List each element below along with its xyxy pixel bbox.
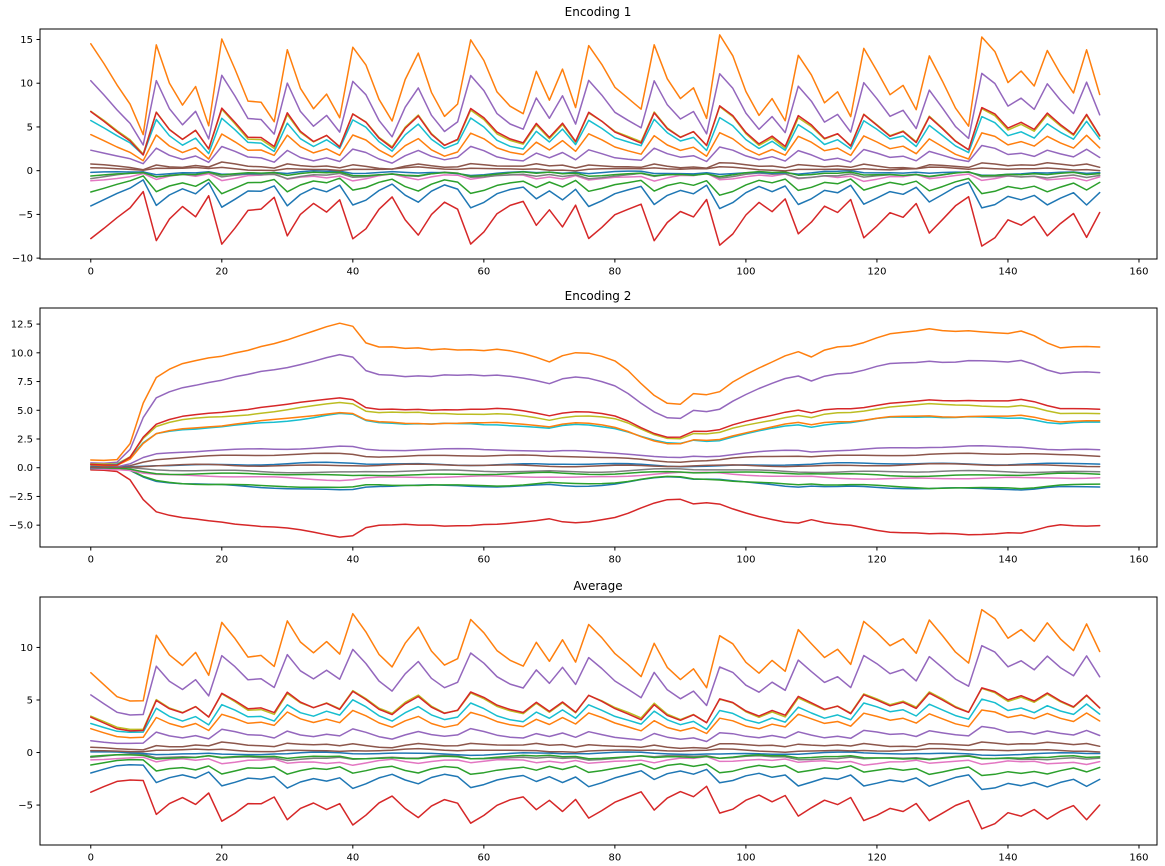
series-line-series-2 [90,175,1101,196]
x-tick-label: 120 [867,555,886,566]
series-line-series-4 [90,72,1101,146]
series-line-series-12 [90,467,1101,478]
x-tick-label: 40 [346,555,359,566]
x-tick-label: 20 [215,267,228,278]
x-tick-label: 40 [346,267,359,278]
series-line-series-5 [90,452,1101,469]
series-line-series-1 [90,322,1101,462]
series-line-series-1 [90,34,1101,136]
series-line-series-1 [90,608,1101,702]
series-line-series-14 [90,725,1101,745]
series-line-series-8 [90,401,1101,465]
x-tick-label: 60 [477,555,490,566]
series-line-series-15 [90,165,1101,172]
x-tick-label: 160 [1129,853,1148,863]
y-tick-label: 0 [27,748,33,759]
x-tick-label: 160 [1129,267,1148,278]
x-tick-label: 80 [609,267,622,278]
y-tick-label: 12.5 [11,320,33,331]
x-tick-label: 80 [609,555,622,566]
x-tick-label: 120 [867,853,886,863]
x-tick-label: 20 [215,555,228,566]
axes-frame [39,28,1158,260]
y-tick-label: −5.0 [9,521,33,532]
series-line-series-2 [90,467,1101,490]
chart-title-encoding-2: Encoding 2 [565,289,632,303]
series-line-series-13 [90,105,1101,156]
series-line-series-3 [90,469,1101,538]
x-tick-label: 60 [477,267,490,278]
y-tick-label: 5.0 [17,406,33,417]
axes-frame [39,307,1158,548]
x-tick-label: 60 [477,853,490,863]
series-line-series-3 [90,779,1101,830]
series-line-series-5 [90,161,1101,171]
y-tick-label: −2.5 [9,492,33,503]
x-tick-label: 0 [88,267,94,278]
y-tick-label: 5 [27,695,33,706]
series-line-series-11 [90,131,1101,162]
series-line-series-15 [90,462,1101,469]
series-line-series-9 [90,698,1101,734]
x-tick-label: 100 [736,267,755,278]
series-line-series-13 [90,397,1101,466]
x-tick-label: 80 [609,853,622,863]
y-tick-label: 10 [20,79,33,90]
y-tick-label: −5 [18,210,33,221]
y-tick-label: 0.0 [17,463,33,474]
series-line-series-14 [90,144,1101,165]
chart-encoding-1: 0 20 40 60 80 100 120 140 160 −10 −5 0 5 10 15 [12,28,1158,278]
y-tick-label: 15 [20,35,33,46]
x-tick-label: 140 [998,555,1017,566]
series-line-series-11 [90,709,1101,739]
x-tick-label: 120 [867,267,886,278]
series-line-series-8 [90,687,1101,731]
series-line-series-6 [90,468,1101,482]
y-tick-label: −5 [18,801,33,812]
x-tick-label: 0 [88,555,94,566]
series-line-series-0 [90,763,1101,791]
series-line-series-4 [90,353,1101,465]
chart-average: 0 20 40 60 80 100 120 140 160 −5 0 5 10 [18,596,1158,864]
x-tick-label: 100 [736,555,755,566]
x-tick-label: 140 [998,853,1017,863]
x-tick-label: 100 [736,853,755,863]
axes-frame [39,596,1158,846]
series-line-series-7 [90,466,1101,474]
y-tick-label: 2.5 [17,434,33,445]
chart-encoding-2: 0 20 40 60 80 100 120 140 160 −5.0 −2.5 0.0 2.5 5.0 7.… [9,307,1158,566]
x-tick-label: 20 [215,853,228,863]
y-tick-label: 10.0 [11,348,33,359]
y-tick-label: 10 [20,643,33,654]
y-tick-label: 7.5 [17,377,33,388]
series-line-series-4 [90,644,1101,716]
series-line-series-12 [90,170,1101,178]
x-tick-label: 140 [998,267,1017,278]
series-line-series-10 [90,750,1101,757]
chart-title-average: Average [573,579,622,593]
series-line-series-15 [90,747,1101,753]
series-line-series-5 [90,741,1101,751]
series-line-series-6 [90,755,1101,767]
series-line-series-9 [90,412,1101,467]
y-tick-label: 5 [27,122,33,133]
chart-title-encoding-1: Encoding 1 [565,5,632,19]
x-tick-label: 160 [1129,555,1148,566]
x-tick-label: 40 [346,853,359,863]
series-line-series-3 [90,190,1101,247]
series-line-series-11 [90,411,1101,467]
y-tick-label: −10 [12,254,33,265]
y-tick-label: 0 [27,166,33,177]
series-line-series-14 [90,445,1101,469]
series-line-series-12 [90,754,1101,761]
series-line-series-9 [90,115,1101,156]
series-line-series-0 [90,179,1101,210]
series-line-series-2 [90,758,1101,777]
x-tick-label: 0 [88,853,94,863]
series-line-series-13 [90,687,1101,732]
